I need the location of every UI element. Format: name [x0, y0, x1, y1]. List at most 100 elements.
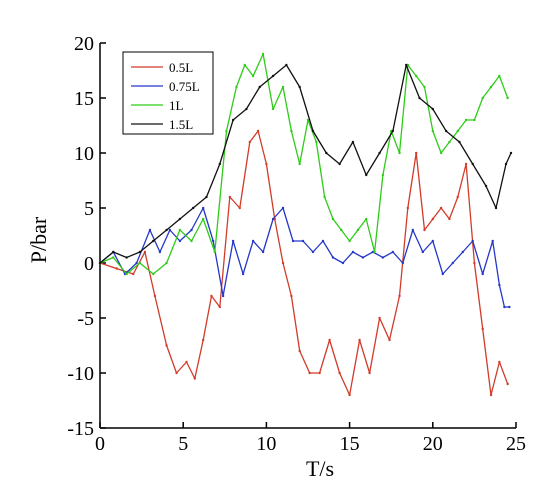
- data-point: [378, 316, 381, 320]
- x-tick-label: 20: [423, 433, 443, 455]
- data-point: [225, 129, 228, 133]
- data-point: [481, 272, 484, 276]
- data-point: [358, 338, 361, 342]
- data-point: [261, 52, 265, 56]
- data-point: [391, 129, 395, 133]
- y-axis-title: P/bar: [26, 216, 51, 263]
- data-point: [143, 250, 147, 254]
- data-point: [381, 173, 385, 177]
- data-point: [504, 162, 508, 166]
- data-point: [261, 250, 265, 254]
- y-tick-label: 0: [84, 253, 94, 275]
- x-tick-label: 5: [178, 433, 188, 455]
- data-point: [178, 239, 182, 243]
- data-point: [451, 261, 454, 265]
- data-point: [498, 283, 501, 287]
- y-tick-label: 20: [74, 33, 94, 55]
- data-point: [411, 228, 415, 232]
- data-point: [135, 261, 138, 265]
- data-point: [503, 305, 506, 309]
- data-point: [228, 195, 231, 199]
- data-point: [448, 217, 451, 221]
- data-point: [125, 256, 128, 259]
- y-tick-label: -5: [77, 308, 94, 330]
- data-point: [201, 338, 205, 342]
- data-point: [398, 294, 401, 298]
- data-point: [115, 267, 118, 270]
- data-point: [210, 294, 213, 298]
- data-point: [439, 151, 443, 155]
- series-line: [99, 130, 509, 396]
- data-point: [404, 63, 408, 67]
- data-point: [190, 228, 193, 232]
- data-point: [205, 195, 208, 199]
- data-point: [406, 206, 410, 210]
- data-point: [193, 377, 197, 380]
- data-point: [231, 118, 235, 122]
- data-point: [373, 250, 376, 254]
- data-point: [153, 294, 157, 298]
- data-point: [158, 250, 162, 254]
- y-tick-label: -10: [67, 363, 94, 385]
- data-point: [414, 151, 418, 155]
- data-point: [456, 195, 459, 199]
- data-point: [356, 228, 360, 232]
- data-point: [423, 228, 426, 232]
- x-tick-label: 15: [340, 433, 360, 455]
- x-axis-title: T/s: [306, 456, 334, 481]
- data-point: [290, 129, 293, 133]
- data-point: [489, 85, 493, 89]
- data-point: [298, 85, 301, 89]
- data-point: [213, 250, 217, 254]
- data-point: [290, 294, 293, 298]
- data-point: [378, 151, 381, 155]
- data-point: [148, 228, 152, 232]
- data-point: [456, 129, 459, 133]
- data-point: [388, 338, 391, 342]
- legend-label: 0.75L: [169, 79, 200, 94]
- data-point: [315, 140, 318, 144]
- y-tick-label: 10: [74, 143, 94, 165]
- data-point: [508, 305, 511, 309]
- data-point: [351, 250, 355, 254]
- x-tick-label: 25: [506, 433, 526, 455]
- data-point: [235, 85, 238, 89]
- data-point: [338, 162, 341, 166]
- data-point: [112, 250, 115, 254]
- data-point: [494, 206, 498, 210]
- data-point: [484, 184, 488, 188]
- data-point: [351, 140, 355, 144]
- data-point: [271, 217, 275, 221]
- series-1.5L: [98, 63, 513, 265]
- data-point: [190, 239, 193, 243]
- y-tick-label: 5: [84, 198, 94, 220]
- series-1L: [98, 52, 509, 276]
- data-point: [138, 250, 142, 254]
- data-point: [265, 162, 268, 166]
- data-point: [281, 206, 285, 210]
- legend-label: 1L: [169, 98, 184, 113]
- data-point: [371, 250, 375, 254]
- x-tick-label: 10: [256, 433, 276, 455]
- data-point: [311, 129, 315, 133]
- data-point: [152, 239, 155, 243]
- data-point: [331, 217, 335, 221]
- data-point: [464, 118, 468, 122]
- y-tick-label: 15: [74, 88, 94, 110]
- data-point: [218, 162, 222, 166]
- data-point: [365, 217, 368, 221]
- data-point: [340, 228, 343, 232]
- series-line: [99, 53, 509, 275]
- data-point: [498, 74, 501, 78]
- data-point: [444, 129, 448, 133]
- data-point: [178, 217, 182, 221]
- data-point: [471, 162, 474, 166]
- data-point: [401, 261, 405, 265]
- data-point: [431, 129, 434, 133]
- data-point: [481, 96, 484, 100]
- data-point: [298, 162, 301, 166]
- data-point: [506, 382, 509, 386]
- data-point: [341, 261, 345, 265]
- data-point: [406, 63, 410, 67]
- data-point: [491, 239, 494, 243]
